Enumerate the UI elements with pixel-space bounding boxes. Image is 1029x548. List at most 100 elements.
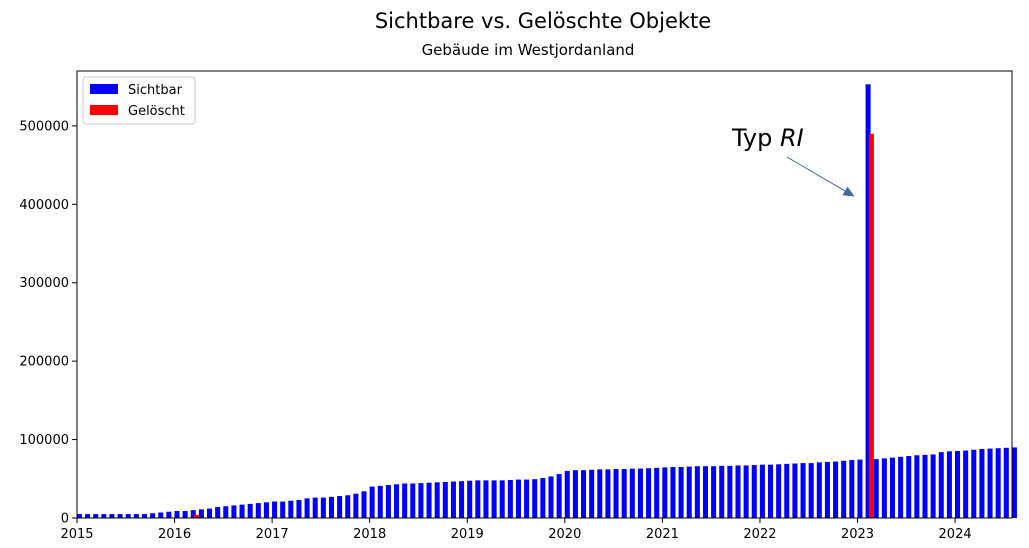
- bar: [231, 505, 237, 518]
- bar: [158, 512, 164, 518]
- bar: [719, 465, 725, 518]
- bar: [898, 456, 904, 518]
- bar: [483, 480, 489, 518]
- bar: [963, 450, 969, 518]
- bar: [109, 514, 115, 518]
- bar: [881, 458, 887, 518]
- x-tick-label: 2023: [841, 527, 874, 542]
- chart-title: Sichtbare vs. Gelöschte Objekte: [375, 9, 711, 33]
- bar: [418, 483, 424, 518]
- bar: [150, 513, 156, 518]
- bar: [93, 514, 99, 518]
- bar: [345, 495, 351, 518]
- bar: [889, 457, 895, 518]
- bar: [995, 448, 1001, 518]
- bar: [434, 482, 440, 518]
- plot-frame: [76, 70, 1013, 519]
- bar: [312, 497, 318, 518]
- bar: [540, 478, 546, 518]
- x-tick-label: 2024: [939, 527, 972, 542]
- bar: [711, 466, 717, 518]
- bar: [629, 468, 635, 518]
- bar: [76, 514, 82, 518]
- bar: [930, 454, 936, 518]
- bar: [751, 465, 757, 518]
- bar: [296, 499, 302, 518]
- bar: [833, 461, 839, 518]
- y-tick-label: 100000: [19, 433, 69, 448]
- bar: [637, 468, 643, 518]
- bar: [727, 465, 733, 518]
- x-tick-label: 2022: [743, 527, 776, 542]
- bar: [686, 466, 692, 518]
- series-0: [76, 84, 1017, 518]
- bar: [475, 480, 481, 518]
- bar: [507, 479, 513, 518]
- bar: [865, 84, 871, 518]
- bar: [207, 508, 213, 518]
- bar: [938, 452, 944, 518]
- bar: [621, 468, 627, 518]
- bar: [743, 465, 749, 518]
- annotation-layer: Typ RI: [731, 124, 855, 197]
- x-axis: 2015 2016 2017 2018 2019 2020 2021 2022 2023 2024: [60, 518, 972, 542]
- legend-swatch: [90, 84, 118, 94]
- bar: [442, 481, 448, 518]
- bar: [849, 459, 855, 518]
- legend-swatch: [90, 105, 118, 115]
- bar: [1003, 447, 1009, 518]
- bar: [450, 481, 456, 518]
- series-1: [194, 133, 874, 519]
- bar: [589, 469, 595, 518]
- bar: [499, 480, 505, 518]
- bar: [369, 486, 375, 518]
- bar: [784, 463, 790, 518]
- bar: [702, 466, 708, 518]
- bar: [394, 484, 400, 518]
- bar: [768, 464, 774, 518]
- bar: [215, 507, 221, 518]
- bar: [987, 448, 993, 518]
- bar: [524, 479, 530, 518]
- bar: [190, 510, 196, 518]
- y-tick-label: 300000: [19, 276, 69, 291]
- x-tick-label: 2016: [158, 527, 191, 542]
- y-tick-label: 500000: [19, 119, 69, 134]
- bar: [288, 500, 294, 518]
- bar: [841, 460, 847, 518]
- bar: [581, 470, 587, 518]
- x-tick-label: 2021: [646, 527, 679, 542]
- bar: [85, 514, 91, 518]
- bar: [556, 474, 562, 518]
- bar: [223, 506, 229, 518]
- bar: [906, 456, 912, 518]
- y-tick-label: 200000: [19, 355, 69, 370]
- bar: [605, 469, 611, 518]
- legend-label: Sichtbar: [128, 83, 183, 98]
- bar: [337, 496, 343, 518]
- bar: [198, 509, 204, 518]
- bar: [353, 493, 359, 518]
- bar: [776, 464, 782, 518]
- legend-label: Gelöscht: [128, 104, 185, 119]
- bar: [678, 467, 684, 518]
- annotation-arrow-head: [842, 186, 855, 197]
- bar: [922, 454, 928, 518]
- bar: [857, 459, 863, 518]
- bar: [824, 461, 830, 518]
- bar: [816, 462, 822, 518]
- y-tick-label: 400000: [19, 198, 69, 213]
- bar: [426, 482, 432, 518]
- bar: [800, 463, 806, 518]
- bar: [662, 467, 668, 518]
- bar: [564, 470, 570, 518]
- bar: [735, 465, 741, 518]
- bar: [133, 514, 139, 518]
- bar: [194, 514, 200, 518]
- bar: [239, 504, 245, 518]
- bar: [247, 503, 253, 518]
- x-tick-label: 2018: [353, 527, 386, 542]
- bar: [263, 502, 269, 518]
- bar: [117, 514, 123, 518]
